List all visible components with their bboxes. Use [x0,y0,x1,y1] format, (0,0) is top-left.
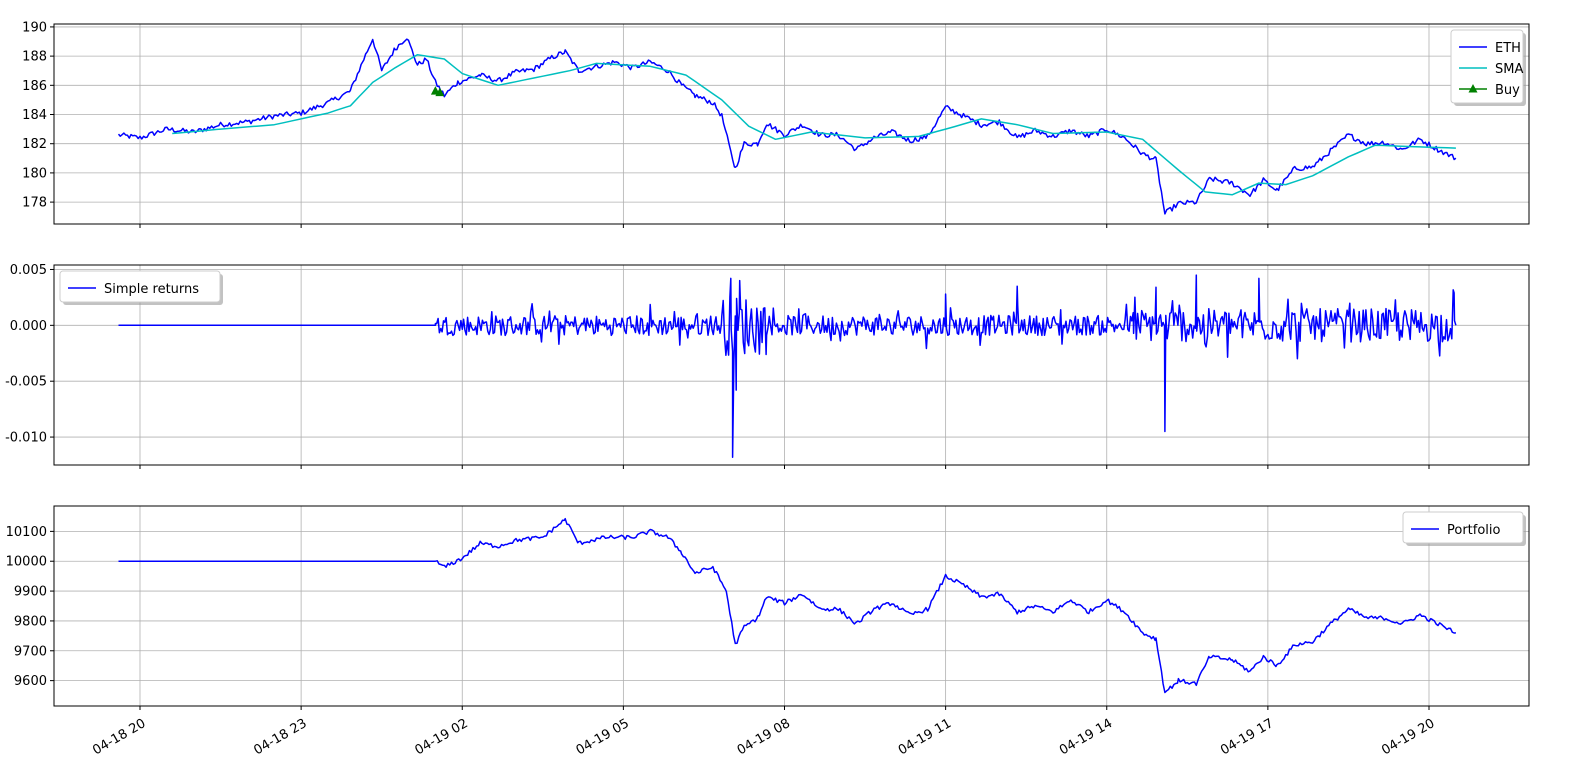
legend: ETH SMA Buy [1450,29,1526,106]
x-tick-label: 04-19 02 [413,716,471,758]
y-tick-label: 9600 [14,674,47,689]
x-tick-label: 04-19 08 [735,716,793,758]
y-tick-label: 178 [22,196,47,211]
y-tick-label: 10100 [6,525,47,540]
y-tick-label: 184 [22,108,47,123]
axes-frame [53,23,1530,225]
chart-panel-2: -0.010 -0.005 0.000 0.005 Simple returns [5,263,1530,469]
legend-label: Portfolio [1447,523,1501,538]
y-tick-label: 190 [22,20,47,35]
legend-box [1450,29,1524,104]
legend: Simple returns [59,270,223,305]
x-tick-label: 04-19 11 [896,716,954,758]
legend-marker [1468,84,1478,93]
series-line-eth [117,38,1457,215]
y-tick-label: 9800 [14,614,47,629]
y-tick-label: 9700 [14,644,47,659]
legend-label: Simple returns [104,282,199,297]
axes-frame [53,505,1530,707]
grid-lines [54,265,1529,465]
axes-frame [53,264,1530,466]
y-tick-label: 9900 [14,585,47,600]
legend-label: SMA [1495,62,1523,77]
y-tick-label: 0.000 [10,319,47,334]
chart-panel-1: 178 180 182 184 186 188 190 ETH SMA Buy [22,20,1530,228]
y-tick-label: 182 [22,137,47,152]
legend-label: ETH [1495,41,1521,56]
y-tick-label: -0.010 [5,431,47,446]
x-tick-label: 04-18 20 [90,716,148,758]
y-tick-label: -0.005 [5,375,47,390]
legend-label: Buy [1495,83,1520,98]
chart-panel-3: 04-18 20 04-18 23 04-19 02 04-19 05 04-19 08… [6,505,1530,758]
x-tick-label: 04-18 23 [251,716,309,758]
series-line-portfolio [118,517,1456,694]
x-tick-label: 04-19 05 [574,716,632,758]
series-line-sma [172,53,1456,196]
y-tick-label: 10000 [6,555,47,570]
x-tick-label: 04-19 14 [1057,716,1115,758]
x-tick-label: 04-19 17 [1218,716,1276,758]
legend-box [1402,511,1524,544]
grid-lines [54,506,1529,706]
legend-box [59,270,221,303]
y-tick-label: 188 [22,50,47,65]
legend: Portfolio [1402,511,1526,546]
series-line-simple-returns [118,274,1457,458]
y-tick-label: 0.005 [10,263,47,278]
y-tick-label: 186 [22,79,47,94]
buy-marker [435,87,445,97]
grid-lines [54,24,1529,224]
x-tick-label: 04-19 20 [1379,716,1437,758]
y-tick-label: 180 [22,166,47,181]
